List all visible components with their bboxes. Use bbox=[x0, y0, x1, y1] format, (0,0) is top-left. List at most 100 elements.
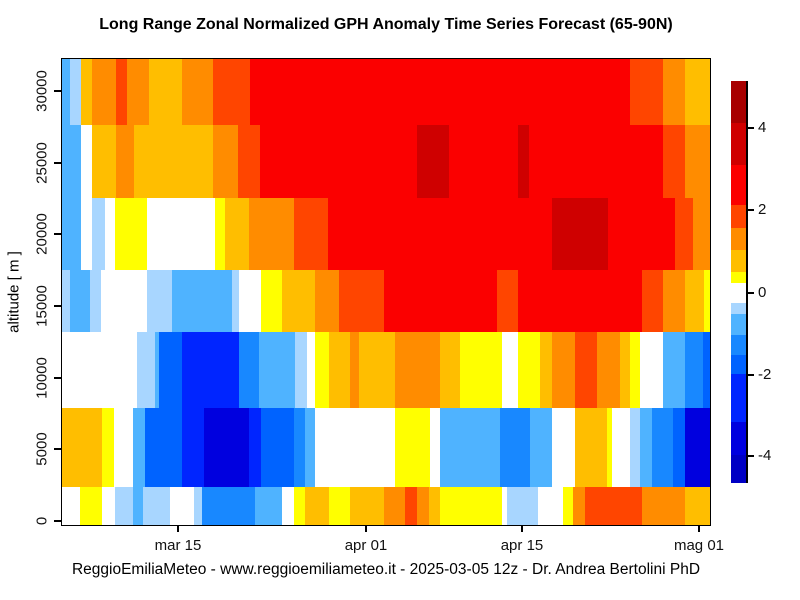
heatmap-cell bbox=[673, 408, 685, 487]
y-tick-mark bbox=[54, 520, 61, 522]
heatmap-cell bbox=[662, 59, 685, 125]
heatmap-cell bbox=[92, 125, 116, 198]
heatmap-cell bbox=[395, 408, 430, 487]
heatmap-cell bbox=[642, 270, 663, 332]
heatmap-cell bbox=[62, 408, 102, 487]
heatmap-cell bbox=[359, 332, 395, 408]
heatmap-cell bbox=[70, 59, 81, 125]
y-tick-label: 30000 bbox=[33, 70, 51, 112]
heatmap-cell bbox=[597, 332, 620, 408]
heatmap-cell bbox=[685, 59, 710, 125]
colorbar-segment bbox=[731, 422, 746, 455]
heatmap-cell bbox=[115, 487, 133, 525]
heatmap-cell bbox=[440, 332, 460, 408]
heatmap-cell bbox=[429, 487, 440, 525]
heatmap-cell bbox=[384, 487, 405, 525]
heatmap-cell bbox=[693, 198, 710, 270]
heatmap-cell bbox=[430, 408, 440, 487]
heatmap-cell bbox=[630, 59, 663, 125]
heatmap-cell bbox=[502, 487, 507, 525]
heatmap-cell bbox=[440, 408, 500, 487]
heatmap-cell bbox=[552, 332, 575, 408]
heatmap-cell bbox=[213, 59, 250, 125]
heatmap-cell bbox=[101, 270, 147, 332]
heatmap-cell bbox=[305, 408, 315, 487]
heatmap-cell bbox=[133, 487, 143, 525]
heatmap-cell bbox=[62, 332, 137, 408]
heatmap-cell bbox=[62, 125, 81, 198]
colorbar-tick-mark bbox=[747, 209, 754, 211]
heatmap-cell bbox=[62, 487, 80, 525]
heatmap-cell bbox=[502, 332, 518, 408]
heatmap-cell bbox=[70, 270, 90, 332]
heatmap-cell bbox=[260, 125, 417, 198]
colorbar-segment bbox=[731, 205, 746, 228]
heatmap-cell bbox=[249, 408, 261, 487]
heatmap-cell bbox=[202, 487, 255, 525]
heatmap-cell bbox=[255, 487, 282, 525]
colorbar-segment bbox=[731, 374, 746, 422]
heatmap-cell bbox=[538, 487, 563, 525]
heatmap-cell bbox=[552, 408, 575, 487]
heatmap-cell bbox=[62, 198, 81, 270]
x-tick-label: apr 01 bbox=[344, 537, 388, 554]
x-tick-mark bbox=[521, 525, 523, 532]
x-tick-label: apr 15 bbox=[500, 537, 544, 554]
heatmap-cell bbox=[182, 332, 239, 408]
heatmap-cell bbox=[612, 408, 630, 487]
heatmap-cell bbox=[497, 270, 518, 332]
colorbar-segment bbox=[731, 314, 746, 335]
heatmap-cell bbox=[239, 270, 261, 332]
colorbar-tick-label: -4 bbox=[758, 447, 772, 464]
heatmap-cell bbox=[213, 125, 238, 198]
heatmap-cell bbox=[137, 332, 155, 408]
heatmap-cell bbox=[685, 270, 704, 332]
heatmap-cell bbox=[685, 125, 710, 198]
heatmap-cell bbox=[518, 332, 540, 408]
colorbar bbox=[731, 81, 746, 483]
y-tick-label: 25000 bbox=[33, 142, 51, 184]
heatmap-cell bbox=[685, 487, 710, 525]
colorbar-tick-mark bbox=[747, 374, 754, 376]
heatmap-cell bbox=[417, 125, 449, 198]
heatmap-cell bbox=[329, 332, 350, 408]
heatmap-cell bbox=[620, 332, 630, 408]
heatmap-cell bbox=[329, 487, 350, 525]
heatmap-cell bbox=[133, 408, 145, 487]
heatmap-cell bbox=[194, 487, 202, 525]
heatmap-cell bbox=[640, 332, 663, 408]
heatmap-cell bbox=[518, 125, 529, 198]
heatmap-cell bbox=[92, 198, 105, 270]
heatmap-cell bbox=[238, 125, 260, 198]
heatmap-cell bbox=[530, 408, 552, 487]
heatmap-cell bbox=[249, 198, 294, 270]
heatmap-cell bbox=[405, 487, 417, 525]
heatmap-cell bbox=[704, 270, 710, 332]
heatmap-cell bbox=[80, 125, 92, 198]
heatmap-cell bbox=[114, 408, 133, 487]
x-tick-mark bbox=[365, 525, 367, 532]
heatmap-cell bbox=[215, 198, 225, 270]
heatmap-cell bbox=[307, 332, 315, 408]
colorbar-segment bbox=[731, 250, 746, 272]
heatmap-cell bbox=[703, 332, 710, 408]
heatmap-cell bbox=[562, 487, 573, 525]
heatmap-cell bbox=[293, 408, 305, 487]
chart-title: Long Range Zonal Normalized GPH Anomaly … bbox=[99, 16, 673, 33]
heatmap-cell bbox=[147, 270, 172, 332]
heatmap-cell bbox=[92, 59, 116, 125]
y-tick-label: 5000 bbox=[33, 432, 51, 466]
heatmap-cell bbox=[182, 408, 204, 487]
heatmap-cell bbox=[116, 125, 134, 198]
heatmap-cell bbox=[573, 487, 585, 525]
colorbar-segment bbox=[731, 283, 746, 303]
colorbar-axis-line bbox=[746, 81, 748, 483]
heatmap-cell bbox=[204, 408, 249, 487]
heatmap-cell bbox=[552, 198, 608, 270]
heatmap-cell bbox=[662, 125, 685, 198]
heatmap-cell bbox=[395, 332, 440, 408]
heatmap-cell bbox=[675, 198, 693, 270]
colorbar-segment bbox=[731, 165, 746, 205]
heatmap-cell bbox=[630, 408, 640, 487]
